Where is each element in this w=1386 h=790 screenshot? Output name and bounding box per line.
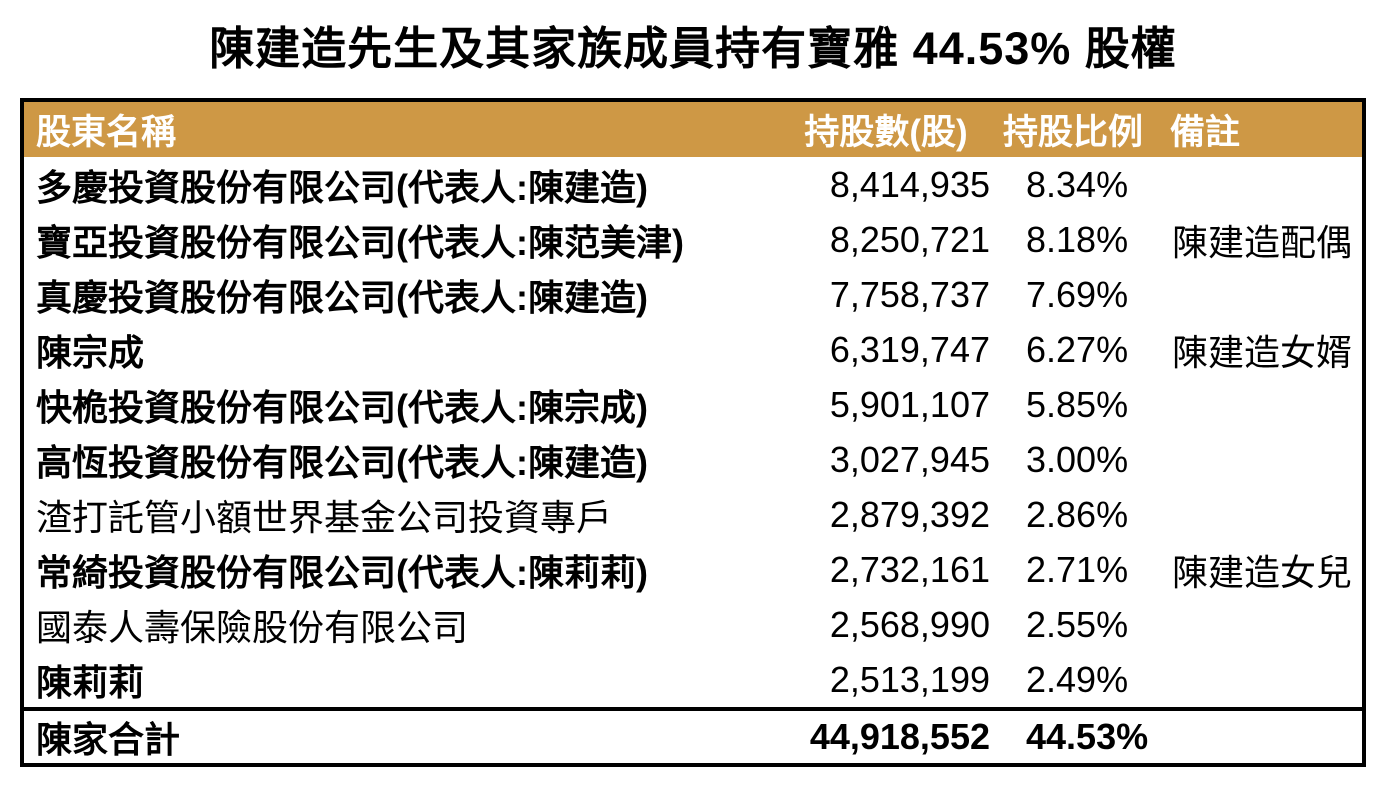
shareholder-name-cell: 常綺投資股份有限公司(代表人:陳莉莉) <box>36 551 648 593</box>
shares-percent-cell: 8.18% <box>1026 218 1129 260</box>
table-row: 陳宗成 6,319,747 6.27% 陳建造女婿 <box>22 322 1364 377</box>
shares-count-cell: 7,758,737 <box>829 273 990 315</box>
shares-percent-cell: 2.55% <box>1026 603 1129 645</box>
shares-percent-cell: 6.27% <box>1026 328 1129 370</box>
remark-cell <box>1154 487 1364 542</box>
shares-count-cell: 2,732,161 <box>829 548 990 590</box>
shareholder-name-cell: 國泰人壽保險股份有限公司 <box>36 606 469 648</box>
shareholder-name-cell: 寶亞投資股份有限公司(代表人:陳范美津) <box>36 221 684 263</box>
shares-count-cell: 2,879,392 <box>829 493 990 535</box>
shares-count-cell: 6,319,747 <box>829 328 990 370</box>
shares-count-cell: 2,513,199 <box>829 658 990 700</box>
shares-percent-cell: 2.86% <box>1026 493 1129 535</box>
remark-cell <box>1154 157 1364 212</box>
remark-cell: 陳建造女兒 <box>1172 551 1353 593</box>
shares-count-cell: 3,027,945 <box>829 438 990 480</box>
remark-cell <box>1154 267 1364 322</box>
shareholder-name-cell: 快桅投資股份有限公司(代表人:陳宗成) <box>36 386 648 428</box>
remark-cell <box>1154 432 1364 487</box>
table-header: 股東名稱 持股數(股) 持股比例 備註 <box>22 100 1364 157</box>
total-row: 陳家合計 44,918,552 44.53% <box>22 707 1364 765</box>
shares-count-cell: 8,250,721 <box>829 218 990 260</box>
shareholder-name-cell: 高恆投資股份有限公司(代表人:陳建造) <box>36 441 648 483</box>
remark-cell: 陳建造配偶 <box>1172 221 1353 263</box>
shareholders-table: 股東名稱 持股數(股) 持股比例 備註 多慶投資股份有限公司(代表人:陳建造) 8… <box>20 98 1366 767</box>
total-shares-value: 44,918,552 <box>780 707 992 765</box>
table-body: 多慶投資股份有限公司(代表人:陳建造) 8,414,935 8.34% 寶亞投資股份有… <box>22 157 1364 709</box>
col-header-shareholder-name: 股東名稱 <box>22 100 780 157</box>
shareholder-name-cell: 陳宗成 <box>36 331 145 373</box>
header-row: 股東名稱 持股數(股) 持股比例 備註 <box>22 100 1364 157</box>
table-row: 快桅投資股份有限公司(代表人:陳宗成) 5,901,107 5.85% <box>22 377 1364 432</box>
table-row: 真慶投資股份有限公司(代表人:陳建造) 7,758,737 7.69% <box>22 267 1364 322</box>
col-header-shares-percent: 持股比例 <box>992 100 1154 157</box>
table-row: 國泰人壽保險股份有限公司 2,568,990 2.55% <box>22 597 1364 652</box>
shares-count-cell: 2,568,990 <box>829 603 990 645</box>
table-row: 寶亞投資股份有限公司(代表人:陳范美津) 8,250,721 8.18% 陳建造配偶 <box>22 212 1364 267</box>
table-row: 常綺投資股份有限公司(代表人:陳莉莉) 2,732,161 2.71% 陳建造女兒 <box>22 542 1364 597</box>
shareholder-name-cell: 陳莉莉 <box>36 661 145 703</box>
remark-cell: 陳建造女婿 <box>1172 331 1353 373</box>
shares-percent-cell: 7.69% <box>1026 273 1129 315</box>
shares-percent-cell: 2.49% <box>1026 658 1129 700</box>
table-footer: 陳家合計 44,918,552 44.53% <box>22 707 1364 765</box>
shares-percent-cell: 5.85% <box>1026 383 1129 425</box>
table-row: 陳莉莉 2,513,199 2.49% <box>22 652 1364 709</box>
table-row: 多慶投資股份有限公司(代表人:陳建造) 8,414,935 8.34% <box>22 157 1364 212</box>
shareholder-name-cell: 多慶投資股份有限公司(代表人:陳建造) <box>36 166 648 208</box>
remark-cell <box>1154 377 1364 432</box>
table-row: 渣打託管小額世界基金公司投資專戶 2,879,392 2.86% <box>22 487 1364 542</box>
total-label: 陳家合計 <box>22 707 780 765</box>
remark-cell <box>1154 597 1364 652</box>
col-header-shares-count: 持股數(股) <box>780 100 992 157</box>
shares-percent-cell: 3.00% <box>1026 438 1129 480</box>
remark-cell <box>1154 652 1364 709</box>
col-header-remarks: 備註 <box>1154 100 1364 157</box>
total-note-value <box>1154 707 1364 765</box>
table-row: 高恆投資股份有限公司(代表人:陳建造) 3,027,945 3.00% <box>22 432 1364 487</box>
total-percent-value: 44.53% <box>992 707 1154 765</box>
chart-title: 陳建造先生及其家族成員持有寶雅 44.53% 股權 <box>209 23 1177 74</box>
shares-count-cell: 5,901,107 <box>829 383 990 425</box>
shares-percent-cell: 2.71% <box>1026 548 1129 590</box>
shareholder-name-cell: 真慶投資股份有限公司(代表人:陳建造) <box>36 276 648 318</box>
shareholder-name-cell: 渣打託管小額世界基金公司投資專戶 <box>36 496 613 538</box>
shareholding-infographic: 陳建造先生及其家族成員持有寶雅 44.53% 股權 股東名稱 持股數(股) 持股… <box>20 23 1366 767</box>
shares-percent-cell: 8.34% <box>1026 163 1129 205</box>
shares-count-cell: 8,414,935 <box>829 163 990 205</box>
